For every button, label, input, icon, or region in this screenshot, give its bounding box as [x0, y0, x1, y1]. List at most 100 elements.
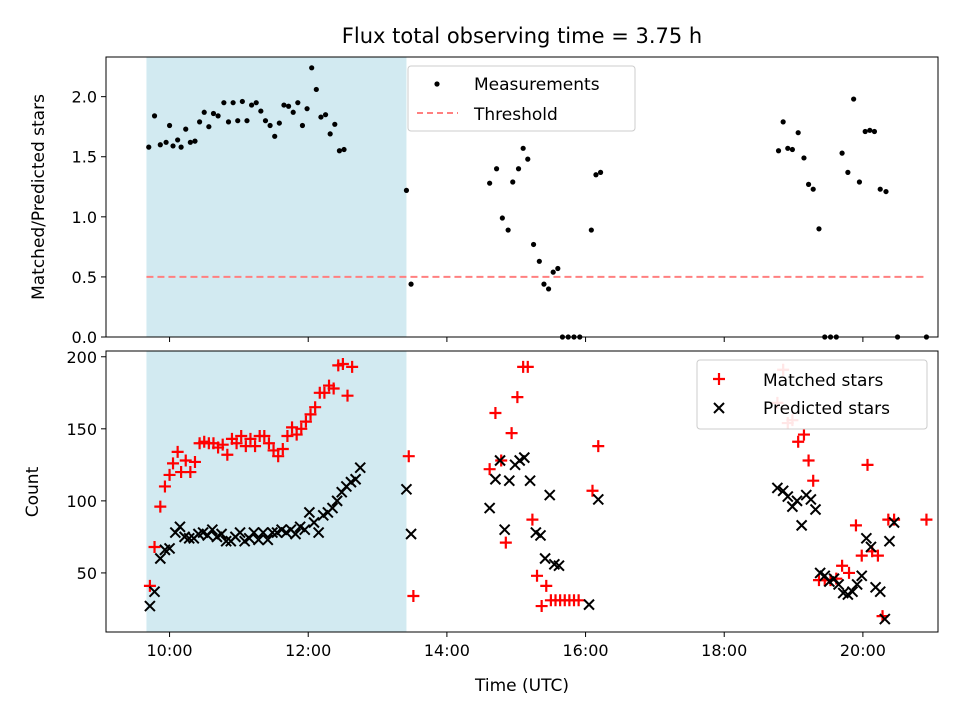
measurement-point	[883, 188, 889, 195]
measurement-point	[276, 120, 282, 126]
matched-star-point	[167, 457, 180, 470]
measurement-point	[487, 180, 493, 186]
measurement-point	[290, 109, 296, 115]
measurement-point	[178, 144, 184, 150]
predicted-star-point	[503, 474, 515, 487]
measurement-point	[281, 102, 287, 108]
matched-star-point	[855, 549, 868, 562]
measurement-point	[862, 128, 868, 135]
matched-star-point	[836, 559, 849, 572]
matched-star-point	[244, 432, 257, 445]
matched-star-point	[249, 440, 262, 453]
matched-star-point	[540, 579, 553, 592]
measurement-point	[249, 102, 255, 108]
measurement-point	[545, 286, 552, 292]
top-ytick-label: 2.0	[72, 88, 97, 107]
matched-star-point	[179, 454, 192, 467]
bottom-axes-frame	[105, 350, 939, 633]
measurement-point	[272, 133, 278, 139]
matched-star-point	[871, 549, 884, 562]
measurement-point	[795, 130, 801, 136]
top-panel: 0.0 0.5 1.0 1.5 2.0 Flux total observing tim…	[29, 24, 939, 347]
bottom-ytick-label: 150	[66, 420, 97, 439]
predicted-star-point	[782, 490, 794, 503]
measurement-point	[322, 112, 329, 118]
matched-star-point	[861, 458, 874, 471]
measurement-point	[175, 137, 181, 143]
matched-star-point	[281, 430, 294, 443]
legend-measurements-label: Measurements	[474, 75, 600, 95]
measurement-point	[536, 258, 542, 264]
predicted-star-point	[174, 521, 186, 533]
predicted-star-point	[299, 523, 311, 536]
predicted-star-point	[312, 526, 325, 539]
matched-star-point	[336, 357, 349, 370]
predicted-star-point	[795, 519, 808, 532]
measurement-point	[839, 150, 845, 156]
measurement-point	[515, 166, 522, 172]
predicted-star-point	[308, 516, 320, 529]
matched-star-point	[235, 430, 248, 443]
measurement-point	[197, 119, 203, 125]
matched-star-point	[572, 594, 585, 607]
matched-star-point	[184, 466, 197, 479]
measurement-point	[871, 128, 878, 135]
predicted-star-point	[262, 534, 274, 546]
measurement-point	[230, 100, 236, 106]
top-ytick-label: 1.0	[72, 208, 97, 227]
top-ytick-label: 0.0	[72, 328, 97, 347]
matched-star-point	[148, 540, 161, 553]
predicted-star-point	[553, 560, 565, 572]
bottom-legend-box	[696, 359, 928, 430]
matched-star-point	[171, 445, 184, 458]
measurement-point	[851, 96, 857, 102]
bottom-xlabel: Time (UTC)	[474, 676, 569, 696]
xtick-label: 20:00	[840, 641, 886, 660]
matched-star-point	[802, 454, 815, 467]
xtick-label: 16:00	[563, 641, 609, 660]
matched-star-point	[521, 360, 534, 373]
measurement-point	[201, 109, 207, 115]
matched-star-point	[272, 450, 285, 463]
measurement-point	[493, 166, 500, 172]
matched-star-point	[843, 566, 856, 579]
measurement-point	[775, 148, 782, 154]
predicted-star-point	[215, 528, 228, 540]
predicted-star-point	[518, 451, 531, 464]
legend-predicted-label: Predicted stars	[763, 399, 890, 419]
measurement-point	[285, 103, 292, 109]
bottom-ytick-label: 100	[66, 492, 97, 511]
predicted-star-point	[248, 526, 260, 539]
legend-threshold-label: Threshold	[473, 105, 558, 125]
xtick-label: 10:00	[147, 641, 193, 660]
matched-star-point	[489, 406, 502, 419]
bottom-panel: 10:00 12:00 14:00 16:00 18:00 20:00 50 100 150 20…	[23, 348, 939, 696]
matched-star-point	[592, 440, 605, 453]
predicted-star-point	[539, 552, 551, 565]
measurement-point	[341, 146, 347, 153]
predicted-star-point	[326, 502, 339, 514]
measurement-point	[867, 127, 873, 133]
legend-predicted-marker	[713, 402, 725, 414]
top-axis-ticks: 0.0 0.5 1.0 1.5 2.0	[72, 88, 864, 347]
predicted-star-point	[832, 578, 845, 591]
matched-star-point	[154, 500, 167, 513]
matched-star-point	[402, 450, 415, 463]
predicted-star-point	[400, 483, 413, 496]
measurement-point	[555, 265, 561, 272]
predicted-star-point	[592, 493, 604, 506]
predicted-star-point	[405, 528, 417, 540]
measurement-point	[785, 145, 791, 151]
measurement-point	[789, 146, 796, 153]
matched-star-point	[163, 468, 176, 481]
bottom-plot-marks	[143, 357, 933, 625]
matched-star-point	[586, 484, 599, 497]
predicted-star-point	[234, 526, 246, 539]
top-plot-marks	[146, 65, 930, 340]
measurement-point	[183, 126, 189, 132]
measurement-point	[206, 124, 212, 130]
matched-star-point	[792, 435, 805, 448]
predicted-star-point	[489, 473, 502, 485]
measurement-point	[318, 114, 324, 120]
matched-star-point	[299, 415, 312, 428]
